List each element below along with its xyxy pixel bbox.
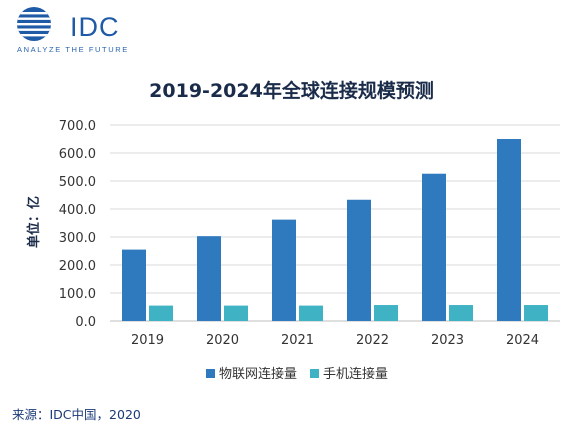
y-tick-label: 200.0 — [59, 259, 96, 274]
bars — [122, 139, 548, 321]
x-tick-label: 2020 — [206, 333, 239, 348]
legend: 物联网连接量 手机连接量 — [206, 366, 388, 382]
legend-swatch-iot — [206, 369, 215, 378]
y-tick-label: 100.0 — [59, 287, 96, 302]
y-tick-label: 500.0 — [59, 175, 96, 190]
x-tick-label: 2024 — [506, 333, 539, 348]
gridlines — [110, 124, 560, 322]
chart-title: 2019-2024年全球连接规模预测 — [149, 80, 434, 102]
mobile-bar-2023 — [449, 305, 473, 321]
y-tick-label: 300.0 — [59, 231, 96, 246]
y-tick-label: 600.0 — [59, 147, 96, 162]
y-tick-labels: 0.0 100.0 200.0 300.0 400.0 500.0 600.0 700.0 — [59, 119, 96, 330]
y-tick-label: 400.0 — [59, 203, 96, 218]
x-tick-label: 2022 — [356, 333, 389, 348]
mobile-bar-2021 — [299, 305, 323, 321]
x-tick-label: 2019 — [131, 333, 164, 348]
mobile-bar-2022 — [374, 305, 398, 321]
legend-swatch-mobile — [310, 369, 319, 378]
y-axis-label: 单位：亿 — [26, 196, 42, 248]
mobile-bar-2024 — [524, 305, 548, 321]
x-tick-label: 2023 — [431, 333, 464, 348]
x-tick-labels: 2019 2020 2021 2022 2023 2024 — [131, 333, 539, 348]
iot-bar-2019 — [122, 249, 146, 321]
iot-bar-2020 — [197, 236, 221, 321]
brand-tagline: ANALYZE THE FUTURE — [17, 45, 129, 54]
x-tick-label: 2021 — [281, 333, 314, 348]
iot-bar-2024 — [497, 139, 521, 321]
y-tick-label: 0.0 — [75, 315, 96, 330]
iot-bar-2021 — [272, 219, 296, 321]
brand-name: IDC — [70, 12, 120, 42]
y-tick-label: 700.0 — [59, 119, 96, 134]
idc-logo: IDC ANALYZE THE FUTURE — [8, 6, 168, 54]
legend-label-iot: 物联网连接量 — [219, 366, 297, 382]
iot-bar-2023 — [422, 173, 446, 321]
globe-icon — [17, 7, 51, 41]
mobile-bar-2020 — [224, 305, 248, 321]
legend-label-mobile: 手机连接量 — [323, 366, 388, 382]
iot-bar-2022 — [347, 199, 371, 321]
mobile-bar-2019 — [149, 305, 173, 321]
source-note: 来源：IDC中国，2020 — [12, 407, 141, 422]
